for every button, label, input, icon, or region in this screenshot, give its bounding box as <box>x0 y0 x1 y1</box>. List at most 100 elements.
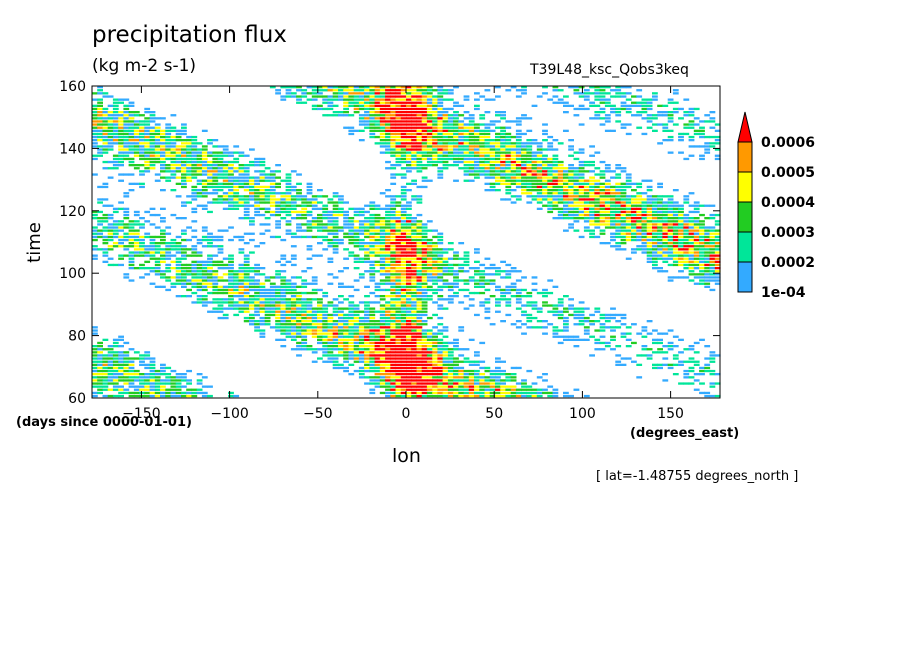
precip-cell <box>447 263 454 267</box>
precip-cell <box>693 238 700 242</box>
precip-cell <box>259 176 266 179</box>
precip-cell <box>395 379 402 382</box>
precip-cell <box>573 220 580 223</box>
precip-cell <box>170 189 177 192</box>
precip-cell <box>112 226 119 229</box>
precip-cell <box>154 154 161 157</box>
precip-cell <box>589 179 595 182</box>
precip-cell <box>92 354 98 357</box>
precip-cell <box>186 157 192 161</box>
precip-cell <box>400 123 407 126</box>
precip-cell <box>228 288 234 292</box>
precip-cell <box>332 341 339 345</box>
precip-cell <box>594 114 601 117</box>
precip-cell <box>421 120 428 123</box>
precip-cell <box>338 363 344 366</box>
precip-cell <box>672 232 679 235</box>
precip-cell <box>343 323 349 326</box>
precip-cell <box>311 226 318 229</box>
precip-cell <box>222 267 229 270</box>
precip-cell <box>317 201 323 204</box>
precip-cell <box>275 326 281 329</box>
precip-cell <box>678 117 684 120</box>
precip-cell <box>495 357 501 360</box>
precip-cell <box>604 120 611 123</box>
precip-cell <box>505 288 512 292</box>
precip-cell <box>280 310 287 313</box>
precip-cell <box>243 176 250 179</box>
precip-cell <box>290 276 297 279</box>
precip-cell <box>468 126 475 129</box>
precip-cell <box>432 114 438 117</box>
precip-cell <box>170 245 177 248</box>
precip-cell <box>327 351 334 354</box>
precip-cell <box>563 229 569 232</box>
precip-cell <box>390 257 397 260</box>
precip-cell <box>594 173 601 176</box>
precip-cell <box>92 132 98 136</box>
precip-cell <box>714 242 721 245</box>
precip-cell <box>489 388 496 391</box>
precip-cell <box>191 270 198 273</box>
precip-cell <box>704 345 711 348</box>
precip-cell <box>233 307 240 310</box>
precip-cell <box>358 351 365 354</box>
precip-cell <box>207 142 213 145</box>
precip-cell <box>374 270 381 273</box>
precip-cell <box>165 376 172 379</box>
precip-cell <box>290 298 297 301</box>
precip-cell <box>437 288 444 292</box>
precip-cell <box>657 223 663 226</box>
precip-cell <box>678 260 684 263</box>
precip-cell <box>322 229 329 232</box>
precip-cell <box>563 192 569 195</box>
precip-cell <box>568 201 574 204</box>
precip-cell <box>259 192 266 195</box>
precip-cell <box>500 276 506 279</box>
precip-cell <box>290 316 297 320</box>
precip-cell <box>254 304 260 307</box>
precip-cell <box>515 298 522 301</box>
precip-cell <box>672 276 679 279</box>
precip-cell <box>395 391 402 395</box>
precip-cell <box>547 192 554 195</box>
precip-cell <box>406 251 412 254</box>
precip-cell <box>416 195 423 198</box>
precip-cell <box>411 376 417 379</box>
precip-cell <box>196 288 203 292</box>
precip-cell <box>280 179 287 182</box>
precip-cell <box>233 195 240 198</box>
precip-cell <box>296 223 302 226</box>
precip-cell <box>374 223 381 226</box>
precip-cell <box>249 176 255 179</box>
precip-cell <box>599 213 606 217</box>
precip-cell <box>400 173 407 176</box>
precip-cell <box>709 204 716 207</box>
precip-cell <box>97 201 103 204</box>
precip-cell <box>207 176 213 179</box>
precip-cell <box>442 257 449 260</box>
precip-cell <box>484 111 491 114</box>
precip-cell <box>364 338 370 341</box>
precip-cell <box>149 164 156 167</box>
precip-cell <box>196 167 203 170</box>
precip-cell <box>714 220 721 223</box>
precip-cell <box>583 220 590 223</box>
precip-cell <box>641 204 648 207</box>
precip-cell <box>196 179 203 182</box>
precip-cell <box>463 151 470 154</box>
precip-cell <box>573 192 580 195</box>
precip-cell <box>437 167 444 170</box>
precip-cell <box>149 154 156 157</box>
precip-cell <box>311 298 318 301</box>
precip-cell <box>442 263 449 267</box>
precip-cell <box>123 173 130 176</box>
precip-cell <box>338 114 344 117</box>
precip-cell <box>275 223 281 226</box>
precip-cell <box>154 126 161 129</box>
precip-cell <box>426 229 433 232</box>
precip-cell <box>322 304 329 307</box>
precip-cell <box>641 248 648 251</box>
precip-cell <box>693 242 700 245</box>
precip-cell <box>531 160 538 164</box>
